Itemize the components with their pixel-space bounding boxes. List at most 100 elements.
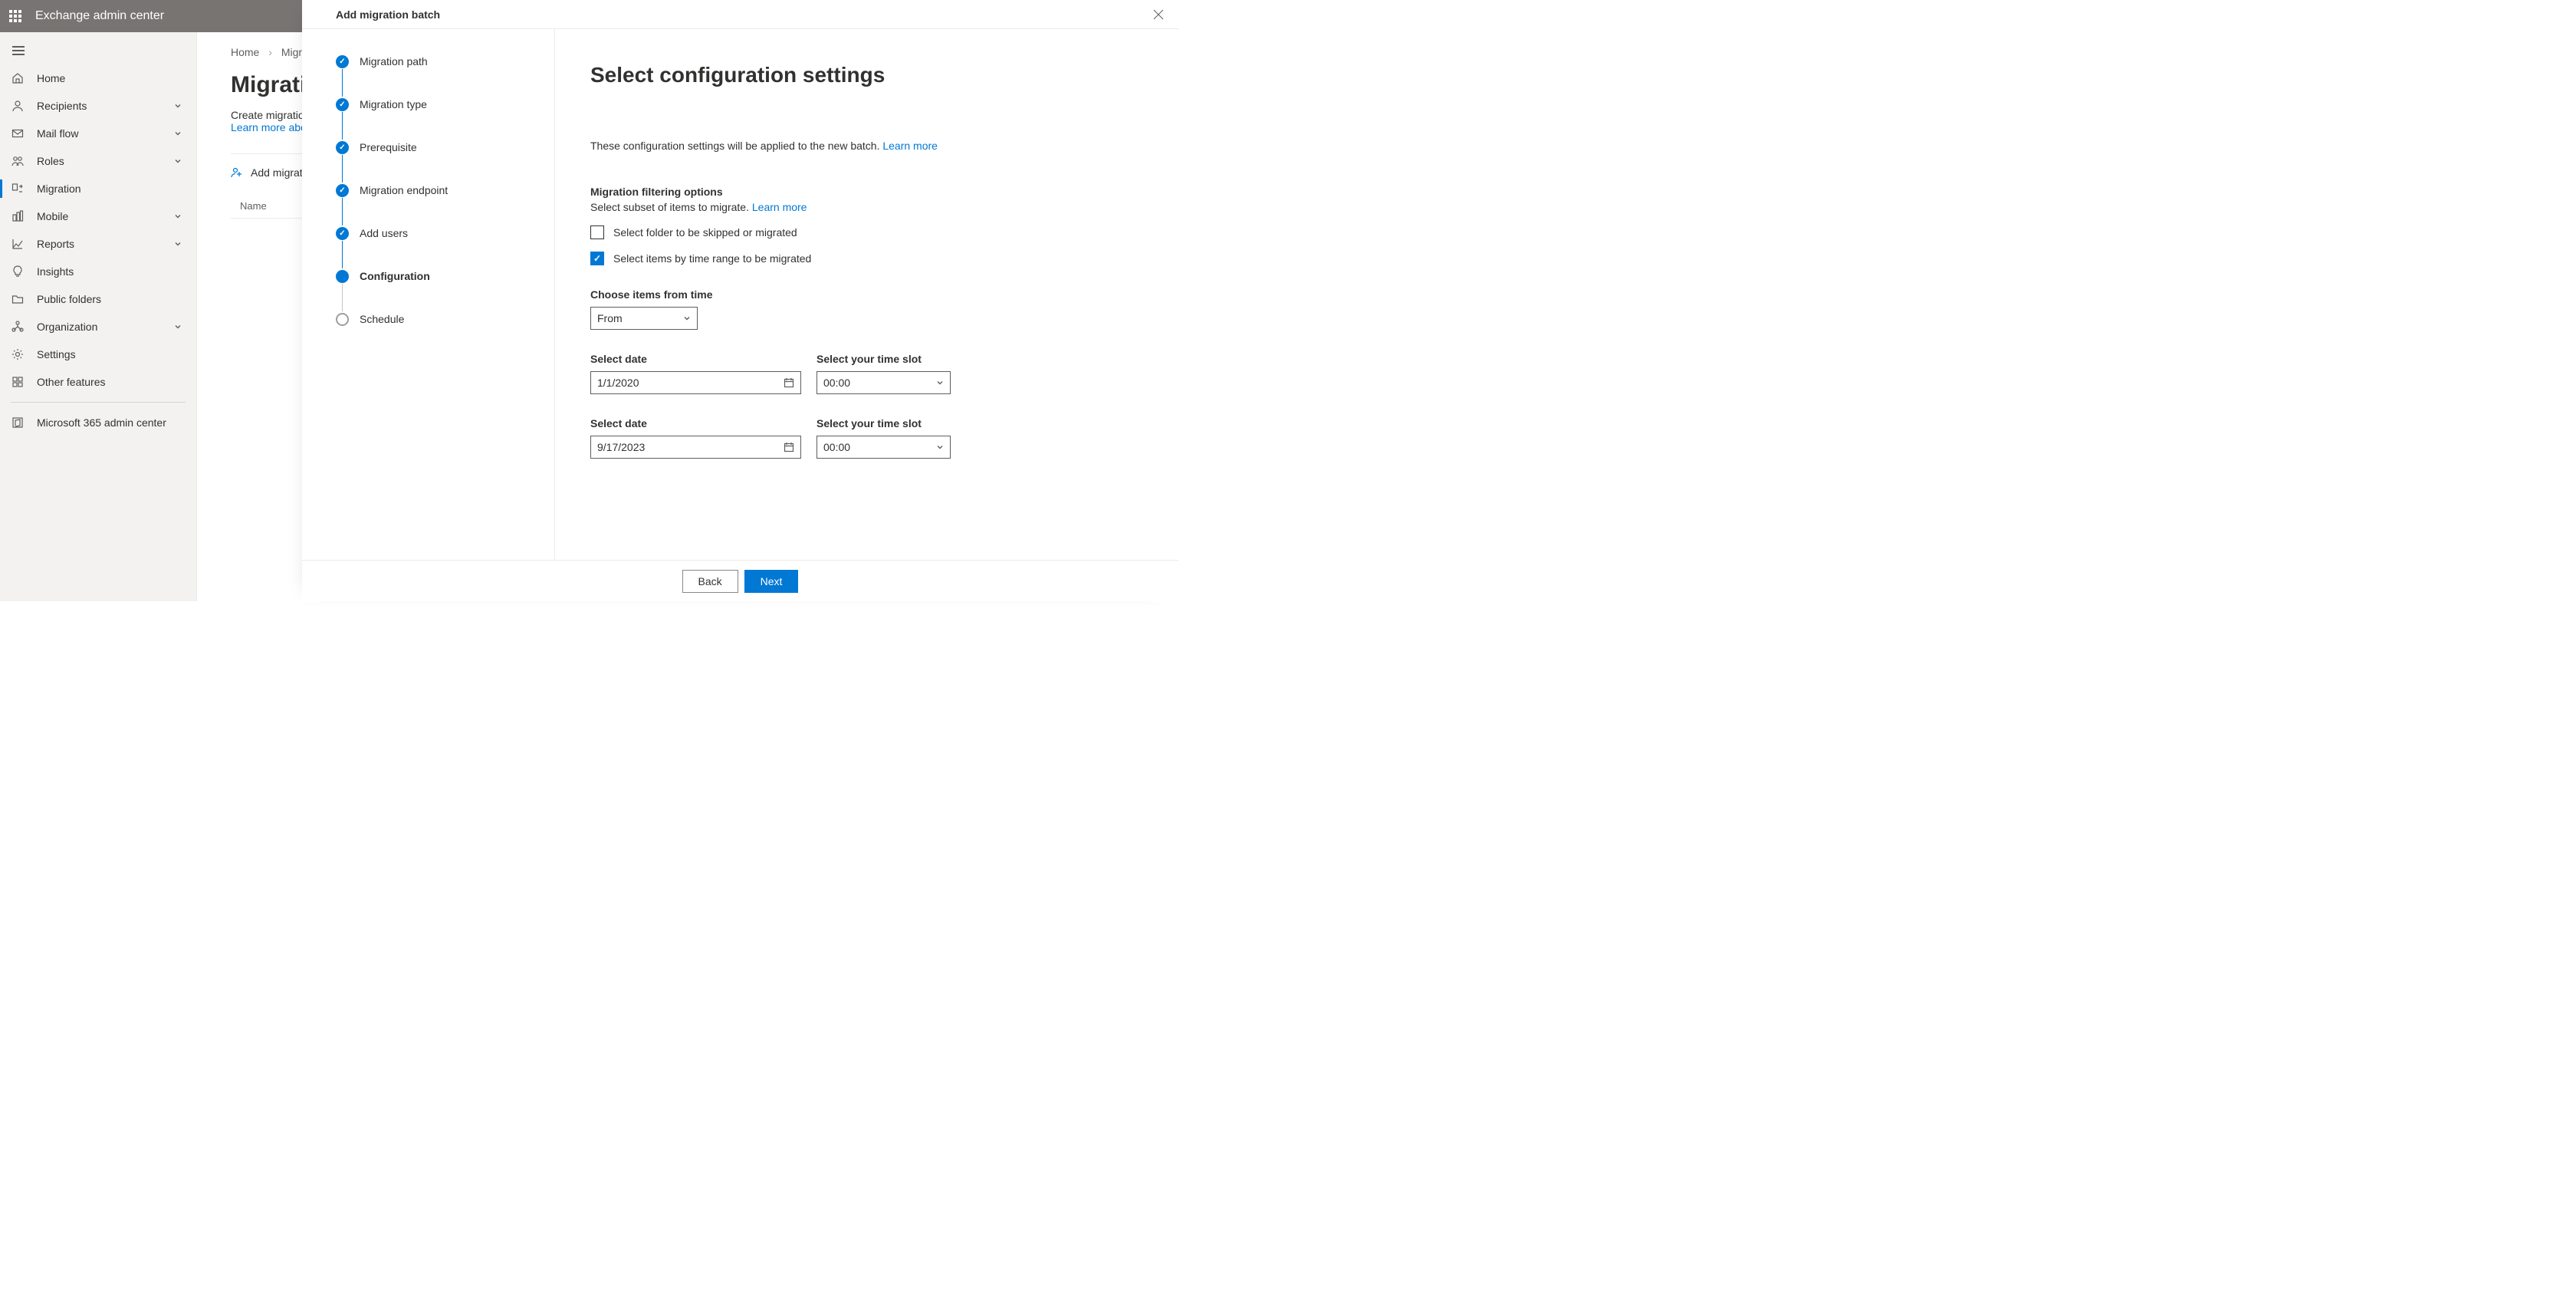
checkbox-row-time[interactable]: Select items by time range to be migrate…: [590, 252, 1178, 265]
date1-input[interactable]: 1/1/2020: [590, 371, 801, 394]
chevron-down-icon: [173, 101, 182, 110]
form-subtitle: These configuration settings will be app…: [590, 140, 1178, 152]
form-title: Select configuration settings: [590, 63, 1178, 87]
app-title: Exchange admin center: [35, 9, 164, 23]
step-prerequisite[interactable]: Prerequisite: [336, 140, 554, 155]
person-icon: [11, 99, 25, 113]
step-done-icon: [336, 55, 349, 68]
chevron-down-icon: [683, 314, 691, 322]
step-done-icon: [336, 98, 349, 111]
time2-select[interactable]: 00:00: [816, 436, 951, 459]
gear-icon: [11, 347, 25, 361]
time1-label: Select your time slot: [816, 353, 951, 365]
lightbulb-icon: [11, 265, 25, 278]
back-button[interactable]: Back: [682, 570, 738, 593]
folder-icon: [11, 292, 25, 306]
reports-icon: [11, 237, 25, 251]
learn-more-link[interactable]: Learn more abo: [231, 121, 307, 133]
nav-item-organization[interactable]: Organization: [0, 313, 196, 341]
checkbox-label: Select folder to be skipped or migrated: [613, 226, 797, 239]
nav-item-migration[interactable]: Migration: [0, 175, 196, 202]
grid-icon: [11, 375, 25, 389]
nav-label: Mail flow: [37, 127, 161, 140]
step-done-icon: [336, 184, 349, 197]
nav-item-home[interactable]: Home: [0, 64, 196, 92]
nav-label: Settings: [37, 348, 196, 360]
step-migration-path[interactable]: Migration path: [336, 54, 554, 69]
toolbar-add-label: Add migrat: [251, 166, 303, 179]
date2-label: Select date: [590, 417, 801, 429]
step-label: Add users: [360, 227, 408, 239]
step-label: Prerequisite: [360, 141, 417, 153]
chevron-down-icon: [936, 379, 944, 387]
nav-item-m365[interactable]: Microsoft 365 admin center: [0, 409, 196, 436]
nav-label: Other features: [37, 376, 196, 388]
checkbox-label: Select items by time range to be migrate…: [613, 252, 811, 265]
org-icon: [11, 320, 25, 334]
step-migration-endpoint[interactable]: Migration endpoint: [336, 183, 554, 198]
step-label: Configuration: [360, 270, 430, 282]
chevron-down-icon: [173, 239, 182, 248]
step-configuration[interactable]: Configuration: [336, 268, 554, 284]
nav-item-mailflow[interactable]: Mail flow: [0, 120, 196, 147]
step-current-icon: [336, 270, 349, 283]
panel-title: Add migration batch: [336, 8, 440, 21]
section-heading: Migration filtering options: [590, 186, 1178, 198]
wizard-panel: Add migration batch Migration path Migra…: [302, 0, 1178, 601]
next-button[interactable]: Next: [744, 570, 799, 593]
panel-footer: Back Next: [302, 560, 1178, 601]
nav-item-otherfeatures[interactable]: Other features: [0, 368, 196, 396]
nav-label: Organization: [37, 321, 161, 333]
step-label: Schedule: [360, 313, 404, 325]
nav-label: Recipients: [37, 100, 161, 112]
step-done-icon: [336, 141, 349, 154]
nav-item-publicfolders[interactable]: Public folders: [0, 285, 196, 313]
nav-item-settings[interactable]: Settings: [0, 341, 196, 368]
nav-label: Mobile: [37, 210, 161, 222]
nav-item-recipients[interactable]: Recipients: [0, 92, 196, 120]
migration-icon: [11, 182, 25, 196]
learn-more-link[interactable]: Learn more: [882, 140, 938, 152]
step-migration-type[interactable]: Migration type: [336, 97, 554, 112]
step-upcoming-icon: [336, 313, 349, 326]
input-value: 1/1/2020: [597, 377, 639, 389]
panel-header: Add migration batch: [302, 0, 1178, 29]
add-people-icon: [231, 166, 243, 179]
chevron-down-icon: [173, 212, 182, 221]
nav-item-roles[interactable]: Roles: [0, 147, 196, 175]
time1-select[interactable]: 00:00: [816, 371, 951, 394]
checkbox-row-folder[interactable]: Select folder to be skipped or migrated: [590, 225, 1178, 239]
nav-divider: [11, 402, 186, 403]
stepper: Migration path Migration type Prerequisi…: [302, 29, 555, 560]
nav-collapse-icon[interactable]: [12, 46, 25, 55]
calendar-icon[interactable]: [784, 377, 794, 388]
chevron-down-icon: [173, 156, 182, 166]
left-nav: Home Recipients Mail flow: [0, 32, 197, 601]
step-add-users[interactable]: Add users: [336, 225, 554, 241]
nav-item-reports[interactable]: Reports: [0, 230, 196, 258]
step-label: Migration type: [360, 98, 427, 110]
nav-item-insights[interactable]: Insights: [0, 258, 196, 285]
nav-label: Roles: [37, 155, 161, 167]
checkbox-folder[interactable]: [590, 225, 604, 239]
select-value: 00:00: [823, 441, 850, 453]
app-launcher-icon[interactable]: [9, 10, 21, 22]
breadcrumb-home[interactable]: Home: [231, 46, 259, 58]
choose-from-select[interactable]: From: [590, 307, 698, 330]
select-value: From: [597, 312, 623, 324]
close-icon[interactable]: [1148, 4, 1169, 25]
input-value: 9/17/2023: [597, 441, 645, 453]
date2-input[interactable]: 9/17/2023: [590, 436, 801, 459]
nav-label: Insights: [37, 265, 196, 278]
learn-more-link[interactable]: Learn more: [752, 201, 807, 213]
m365-icon: [11, 416, 25, 429]
nav-label: Public folders: [37, 293, 196, 305]
choose-from-label: Choose items from time: [590, 288, 1178, 301]
nav-item-mobile[interactable]: Mobile: [0, 202, 196, 230]
select-value: 00:00: [823, 377, 850, 389]
calendar-icon[interactable]: [784, 442, 794, 452]
home-icon: [11, 71, 25, 85]
chevron-down-icon: [173, 322, 182, 331]
checkbox-time[interactable]: [590, 252, 604, 265]
step-schedule[interactable]: Schedule: [336, 311, 554, 327]
